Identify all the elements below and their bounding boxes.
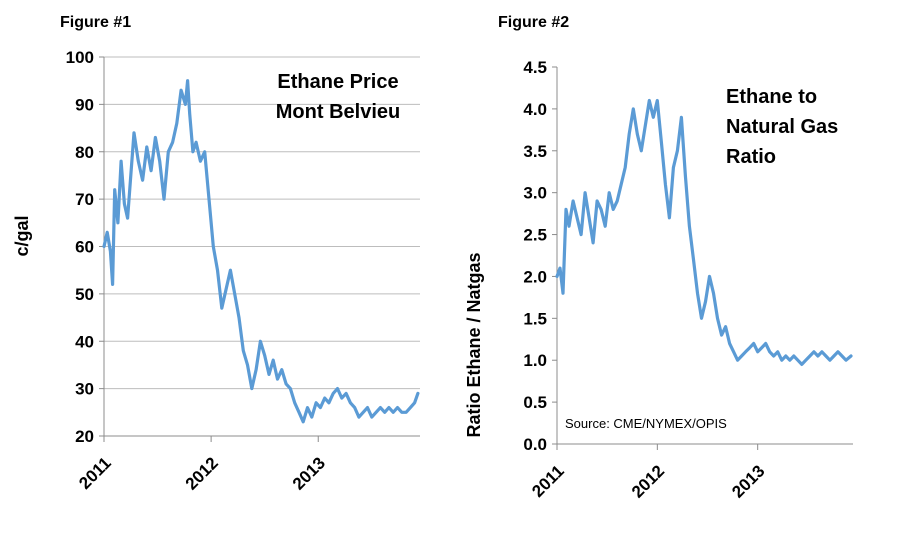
- ethane-ratio-line: [555, 98, 853, 366]
- x-tick-label: 2011: [528, 461, 568, 501]
- y-axis-label: Ratio Ethane / Natgas: [464, 252, 484, 437]
- source-note: Source: CME/NYMEX/OPIS: [565, 416, 727, 431]
- x-tick-label: 2012: [628, 461, 668, 501]
- chart-title-line: Ethane to: [726, 86, 817, 108]
- y-axis-label: c/gal: [12, 215, 32, 256]
- y-tick-label: 3.5: [523, 142, 547, 161]
- y-tick-label: 30: [75, 380, 94, 399]
- figure-title: Figure #2: [498, 14, 570, 31]
- annotation-layer: Ethane to Natural Gas Ratio Source: CME/NYM…: [565, 86, 838, 431]
- chart-panel-ethane-ratio: Figure #2 0.0 0.5 1.0 1.5 2.0 2.5 3.0 3.5 4.0 4.5…: [450, 0, 900, 542]
- y-tick-label: 90: [75, 95, 94, 114]
- chart-title-line: Ratio: [726, 146, 776, 168]
- ethane-price-chart: 20 30 40 50 60 70 80 90 100 2011 2012 2013 c/gal Eth…: [12, 48, 420, 494]
- chart-panel-ethane-price: Figure #1 20 30 40 50 60 70 80 90 100 2011 2012 201…: [12, 14, 420, 494]
- figure-title: Figure #1: [60, 14, 132, 31]
- y-tick-label: 40: [75, 332, 94, 351]
- y-tick-label: 80: [75, 143, 94, 162]
- chart-title-line: Ethane Price: [277, 71, 398, 93]
- y-tick-label: 50: [75, 285, 94, 304]
- ethane-ratio-chart: 0.0 0.5 1.0 1.5 2.0 2.5 3.0 3.5 4.0 4.5 2011 2012 20…: [464, 58, 853, 502]
- annotation-layer: Ethane Price Mont Belvieu: [276, 71, 400, 123]
- y-tick-label: 0.5: [523, 393, 547, 412]
- y-tick-label: 2.5: [523, 226, 547, 245]
- x-tick-label: 2013: [289, 453, 329, 493]
- ethane-price-line: [102, 79, 420, 424]
- y-tick-label: 70: [75, 190, 94, 209]
- y-tick-label: 1.0: [523, 351, 547, 370]
- y-tick-label: 4.5: [523, 58, 547, 77]
- y-tick-label: 20: [75, 427, 94, 446]
- y-tick-label: 4.0: [523, 100, 547, 119]
- chart-title-line: Natural Gas: [726, 116, 838, 138]
- y-tick-label: 100: [66, 48, 94, 67]
- x-tick-label: 2012: [182, 453, 222, 493]
- y-tick-label: 1.5: [523, 309, 547, 328]
- y-tick-label: 60: [75, 238, 94, 257]
- y-tick-label: 0.0: [523, 435, 547, 454]
- chart-title-line: Mont Belvieu: [276, 101, 400, 123]
- x-tick-label: 2013: [728, 461, 768, 501]
- x-tick-label: 2011: [75, 453, 115, 493]
- y-tick-label: 3.0: [523, 184, 547, 203]
- y-tick-label: 2.0: [523, 267, 547, 286]
